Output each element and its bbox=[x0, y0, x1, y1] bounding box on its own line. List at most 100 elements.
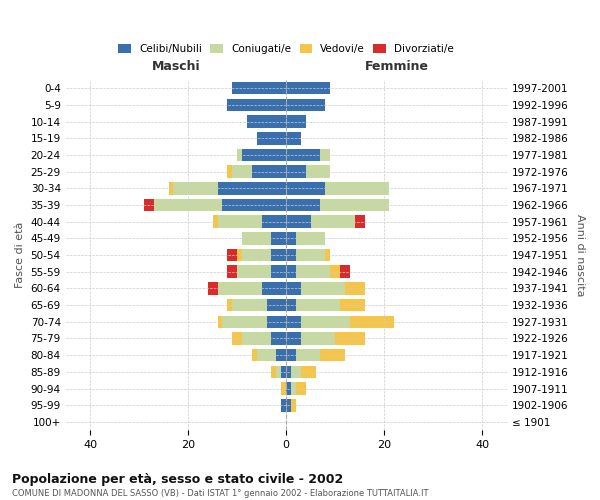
Bar bbox=[242, 332, 271, 345]
Bar bbox=[247, 116, 286, 128]
Text: Popolazione per età, sesso e stato civile - 2002: Popolazione per età, sesso e stato civil… bbox=[12, 472, 343, 486]
Bar bbox=[237, 249, 242, 262]
Bar bbox=[271, 249, 286, 262]
Bar bbox=[286, 382, 291, 395]
Bar bbox=[271, 366, 277, 378]
Bar bbox=[286, 299, 296, 312]
Bar bbox=[296, 249, 325, 262]
Bar bbox=[340, 266, 350, 278]
Bar bbox=[291, 399, 296, 411]
Bar bbox=[223, 316, 266, 328]
Bar bbox=[286, 116, 306, 128]
Bar bbox=[257, 132, 286, 144]
Bar bbox=[296, 232, 325, 244]
Bar bbox=[286, 399, 291, 411]
Bar bbox=[286, 316, 301, 328]
Bar bbox=[262, 216, 286, 228]
Bar bbox=[296, 299, 340, 312]
Bar bbox=[154, 198, 223, 211]
Bar bbox=[335, 332, 365, 345]
Bar bbox=[173, 182, 218, 194]
Bar bbox=[301, 366, 316, 378]
Bar bbox=[232, 166, 252, 178]
Text: Femmine: Femmine bbox=[364, 60, 428, 73]
Bar bbox=[277, 349, 286, 362]
Bar bbox=[271, 332, 286, 345]
Bar bbox=[325, 249, 331, 262]
Bar bbox=[232, 82, 286, 94]
Bar bbox=[218, 316, 223, 328]
Bar bbox=[144, 198, 154, 211]
Bar bbox=[286, 82, 331, 94]
Bar bbox=[252, 166, 286, 178]
Bar bbox=[232, 299, 266, 312]
Bar bbox=[223, 198, 286, 211]
Bar bbox=[286, 366, 291, 378]
Bar bbox=[345, 282, 365, 294]
Bar bbox=[169, 182, 173, 194]
Bar bbox=[242, 148, 286, 161]
Bar bbox=[301, 316, 350, 328]
Bar bbox=[301, 332, 335, 345]
Bar bbox=[340, 299, 365, 312]
Bar bbox=[281, 366, 286, 378]
Bar bbox=[257, 349, 277, 362]
Bar bbox=[286, 132, 301, 144]
Bar bbox=[320, 349, 345, 362]
Bar bbox=[286, 98, 325, 111]
Text: Maschi: Maschi bbox=[152, 60, 200, 73]
Bar bbox=[262, 282, 286, 294]
Bar bbox=[286, 198, 320, 211]
Bar bbox=[286, 232, 296, 244]
Bar bbox=[237, 148, 242, 161]
Bar bbox=[208, 282, 218, 294]
Bar bbox=[232, 332, 242, 345]
Bar bbox=[286, 332, 301, 345]
Bar bbox=[286, 282, 301, 294]
Bar bbox=[320, 148, 331, 161]
Bar bbox=[325, 182, 389, 194]
Bar bbox=[281, 399, 286, 411]
Bar bbox=[286, 266, 296, 278]
Bar bbox=[212, 216, 218, 228]
Bar bbox=[350, 316, 394, 328]
Bar bbox=[286, 182, 325, 194]
Bar bbox=[311, 216, 355, 228]
Bar bbox=[286, 148, 320, 161]
Bar bbox=[218, 282, 262, 294]
Bar bbox=[266, 316, 286, 328]
Bar bbox=[286, 249, 296, 262]
Bar bbox=[296, 382, 306, 395]
Bar bbox=[291, 366, 301, 378]
Bar bbox=[227, 98, 286, 111]
Text: COMUNE DI MADONNA DEL SASSO (VB) - Dati ISTAT 1° gennaio 2002 - Elaborazione TUT: COMUNE DI MADONNA DEL SASSO (VB) - Dati … bbox=[12, 489, 428, 498]
Y-axis label: Anni di nascita: Anni di nascita bbox=[575, 214, 585, 296]
Bar bbox=[242, 249, 271, 262]
Bar bbox=[271, 232, 286, 244]
Bar bbox=[306, 166, 331, 178]
Bar bbox=[296, 349, 320, 362]
Bar bbox=[355, 216, 365, 228]
Bar bbox=[320, 198, 389, 211]
Bar bbox=[227, 299, 232, 312]
Bar bbox=[331, 266, 340, 278]
Bar bbox=[227, 249, 237, 262]
Y-axis label: Fasce di età: Fasce di età bbox=[15, 222, 25, 288]
Bar bbox=[286, 166, 306, 178]
Bar bbox=[237, 266, 271, 278]
Bar bbox=[271, 266, 286, 278]
Bar bbox=[218, 182, 286, 194]
Bar bbox=[286, 216, 311, 228]
Bar bbox=[301, 282, 345, 294]
Bar bbox=[242, 232, 271, 244]
Bar bbox=[281, 382, 286, 395]
Bar bbox=[252, 349, 257, 362]
Bar bbox=[266, 299, 286, 312]
Bar bbox=[227, 266, 237, 278]
Bar bbox=[277, 366, 281, 378]
Bar bbox=[286, 349, 296, 362]
Bar bbox=[296, 266, 331, 278]
Bar bbox=[218, 216, 262, 228]
Legend: Celibi/Nubili, Coniugati/e, Vedovi/e, Divorziati/e: Celibi/Nubili, Coniugati/e, Vedovi/e, Di… bbox=[114, 40, 458, 58]
Bar bbox=[227, 166, 232, 178]
